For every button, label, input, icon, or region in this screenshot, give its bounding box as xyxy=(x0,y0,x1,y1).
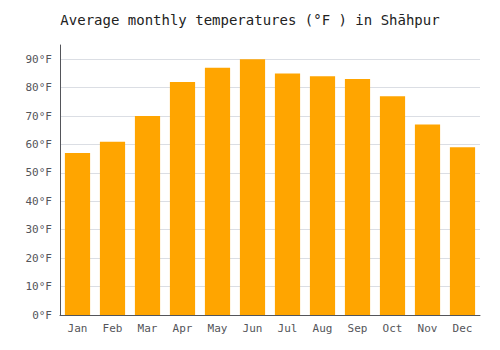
svg-text:50°F: 50°F xyxy=(26,166,53,179)
svg-text:Feb: Feb xyxy=(103,322,123,335)
svg-text:Jun: Jun xyxy=(243,322,263,335)
svg-text:May: May xyxy=(208,322,228,335)
svg-text:Sep: Sep xyxy=(348,322,368,335)
svg-text:Jan: Jan xyxy=(68,322,88,335)
svg-text:30°F: 30°F xyxy=(26,223,53,236)
svg-text:70°F: 70°F xyxy=(26,110,53,123)
svg-text:0°F: 0°F xyxy=(32,309,52,322)
svg-text:20°F: 20°F xyxy=(26,252,53,265)
svg-text:Nov: Nov xyxy=(418,322,438,335)
svg-text:Apr: Apr xyxy=(173,322,193,335)
svg-text:Jul: Jul xyxy=(278,322,298,335)
svg-text:Mar: Mar xyxy=(138,322,158,335)
svg-text:Aug: Aug xyxy=(313,322,333,335)
svg-text:Dec: Dec xyxy=(453,322,473,335)
svg-text:90°F: 90°F xyxy=(26,53,53,66)
svg-text:60°F: 60°F xyxy=(26,138,53,151)
svg-text:Average monthly temperatures (: Average monthly temperatures (°F ) in Sh… xyxy=(60,12,439,28)
svg-text:40°F: 40°F xyxy=(26,195,53,208)
svg-text:Oct: Oct xyxy=(383,322,403,335)
svg-text:80°F: 80°F xyxy=(26,81,53,94)
svg-text:10°F: 10°F xyxy=(26,280,53,293)
